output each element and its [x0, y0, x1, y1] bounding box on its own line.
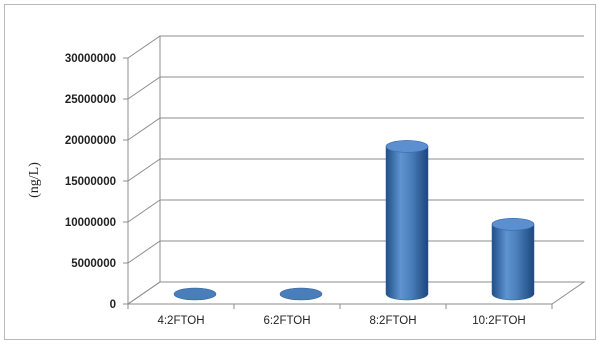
y-tick-label: 0 [110, 299, 116, 311]
x-tick-label: 8:2FTOH [369, 315, 416, 327]
bar-top [491, 218, 535, 231]
x-tick-label: 4:2FTOH [157, 315, 204, 327]
y-axis-label: (ng/L) [27, 162, 42, 198]
x-tick-label: 6:2FTOH [263, 315, 310, 327]
x-axis-ticks: 4:2FTOH 6:2FTOH 8:2FTOH 10:2FTOH [127, 304, 553, 327]
y-tick-label: 10000000 [65, 217, 116, 229]
x-tick-label: 10:2FTOH [472, 315, 525, 327]
y-tick-label: 5000000 [71, 258, 116, 270]
gridline [127, 117, 584, 141]
y-axis-ticks: 0 5000000 10000000 15000000 20000000 25000000… [65, 53, 128, 311]
gridline [127, 76, 584, 100]
bar-top [385, 140, 429, 153]
bar-top [173, 287, 217, 301]
bars [173, 140, 535, 301]
gridline [127, 158, 584, 182]
y-tick-label: 25000000 [65, 94, 116, 106]
bar [173, 287, 217, 301]
gridline [127, 35, 584, 59]
bar [385, 140, 429, 301]
bar-body [491, 224, 535, 301]
bar-top [279, 287, 323, 301]
y-tick-label: 30000000 [65, 53, 116, 65]
bar [279, 287, 323, 301]
y-tick-label: 15000000 [65, 176, 116, 188]
bar-body [385, 146, 429, 301]
y-tick-label: 20000000 [65, 135, 116, 147]
bar [491, 218, 535, 301]
